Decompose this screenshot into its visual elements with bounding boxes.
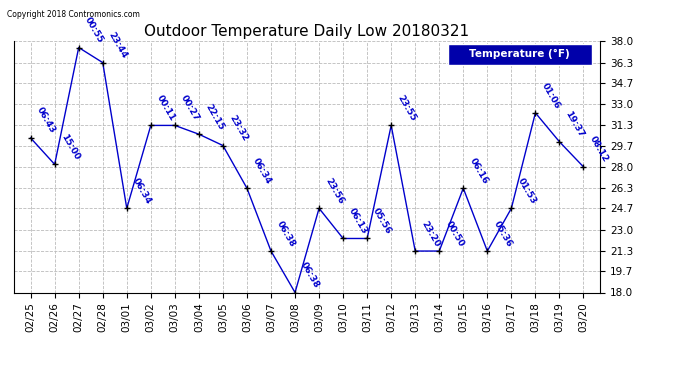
- Text: 06:16: 06:16: [467, 156, 489, 186]
- Text: 23:32: 23:32: [227, 114, 249, 143]
- Text: Temperature (°F): Temperature (°F): [469, 50, 570, 60]
- Text: 00:27: 00:27: [179, 93, 201, 123]
- Text: 23:55: 23:55: [395, 93, 417, 123]
- Text: Copyright 2018 Contromonics.com: Copyright 2018 Contromonics.com: [7, 10, 140, 19]
- Text: 22:15: 22:15: [203, 102, 225, 131]
- Text: 06:13: 06:13: [347, 207, 369, 236]
- Text: 06:34: 06:34: [131, 176, 153, 206]
- FancyBboxPatch shape: [448, 44, 591, 65]
- Text: 05:56: 05:56: [371, 207, 393, 236]
- Text: 23:20: 23:20: [420, 219, 442, 248]
- Text: 23:56: 23:56: [323, 176, 345, 206]
- Text: 06:38: 06:38: [275, 219, 297, 248]
- Text: 01:53: 01:53: [515, 176, 538, 206]
- Text: 00:50: 00:50: [444, 219, 465, 248]
- Text: 00:11: 00:11: [155, 94, 177, 123]
- Text: 06:43: 06:43: [34, 106, 57, 135]
- Text: 23:44: 23:44: [107, 30, 129, 60]
- Text: 06:34: 06:34: [251, 156, 273, 186]
- Text: 15:00: 15:00: [59, 132, 81, 162]
- Text: 19:37: 19:37: [564, 110, 586, 139]
- Text: 05:36: 05:36: [491, 219, 513, 248]
- Text: 06:38: 06:38: [299, 261, 322, 290]
- Title: Outdoor Temperature Daily Low 20180321: Outdoor Temperature Daily Low 20180321: [144, 24, 470, 39]
- Text: 00:55: 00:55: [83, 16, 105, 45]
- Text: 08:12: 08:12: [588, 135, 610, 164]
- Text: 01:06: 01:06: [540, 81, 562, 110]
